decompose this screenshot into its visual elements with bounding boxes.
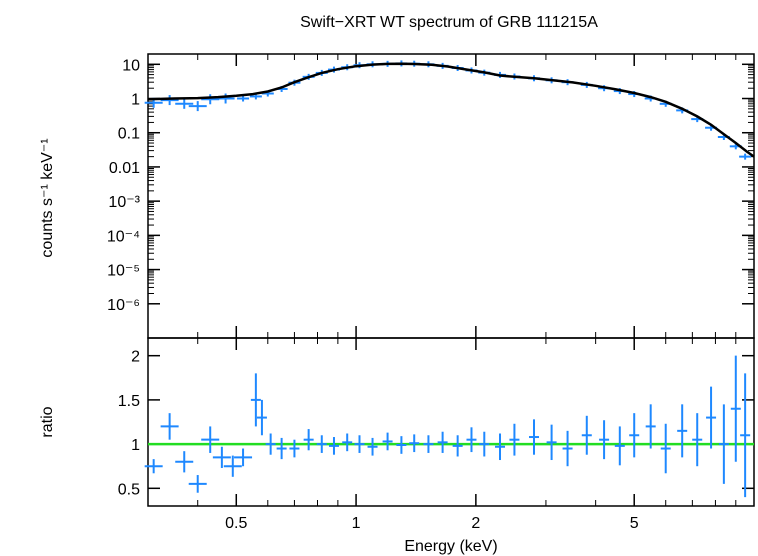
bottom-y-tick-label: 1.5 [118,393,140,410]
model-curve [147,62,755,158]
x-tick-label: 2 [471,515,480,532]
bottom-panel-ticks: 0.5 1 2 5 0.5 1 1.5 2 [118,338,754,532]
ratio-data-series [144,355,751,498]
top-y-tick-label: 10⁻⁵ [107,263,140,280]
top-y-tick-label: 10⁻³ [108,194,140,211]
top-y-tick-label: 0.01 [109,160,140,177]
chart-title: Swift−XRT WT spectrum of GRB 111215A [300,14,598,31]
top-y-tick-label: 10⁻⁶ [107,297,140,314]
top-y-tick-label: 1 [131,92,140,109]
top-y-tick-label: 10⁻⁴ [107,228,140,245]
bottom-panel-frame [147,337,755,507]
top-y-tick-label: 10 [122,57,140,74]
x-axis-label: Energy (keV) [404,538,497,555]
top-y-tick-label: 0.1 [118,126,140,143]
top-y-axis-label: counts s⁻¹ keV⁻¹ [39,138,56,257]
top-panel-ticks: 10 1 0.1 0.01 10⁻³ 10⁻⁴ 10⁻⁵ 10⁻⁶ [107,53,754,338]
bottom-y-axis-label: ratio [39,406,56,437]
top-data-series [144,60,752,160]
bottom-y-tick-label: 2 [131,349,140,366]
x-tick-label: 0.5 [225,515,247,532]
x-tick-label: 1 [352,515,361,532]
x-tick-label: 5 [630,515,639,532]
bottom-y-tick-label: 0.5 [118,481,140,498]
bottom-y-tick-label: 1 [131,437,140,454]
